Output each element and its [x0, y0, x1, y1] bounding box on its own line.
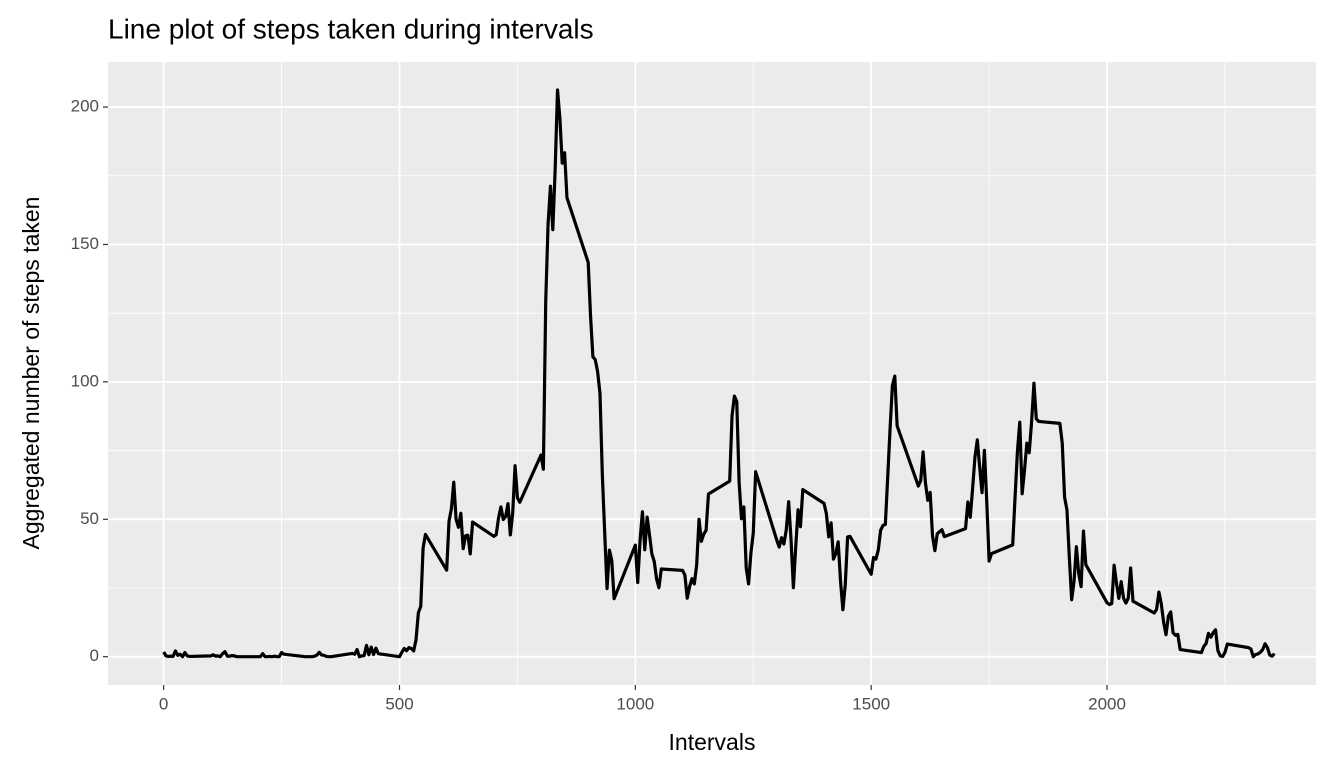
data-line	[162, 88, 1276, 659]
y-tick-label: 100	[71, 371, 99, 390]
plot-background	[108, 62, 1316, 685]
chart-title: Line plot of steps taken during interval…	[108, 13, 594, 44]
y-axis-title: Aggregated number of steps taken	[18, 197, 44, 550]
x-tick-label: 500	[385, 694, 413, 713]
y-tick-label: 0	[90, 646, 99, 665]
y-tick-label: 50	[80, 509, 99, 528]
x-tick-label: 1000	[616, 694, 654, 713]
x-tick-label: 0	[159, 694, 168, 713]
x-tick-label: 1500	[852, 694, 890, 713]
x-tick-label: 2000	[1088, 694, 1126, 713]
y-tick-label: 150	[71, 234, 99, 253]
y-tick-label: 200	[71, 97, 99, 116]
x-axis-title: Intervals	[669, 729, 756, 755]
